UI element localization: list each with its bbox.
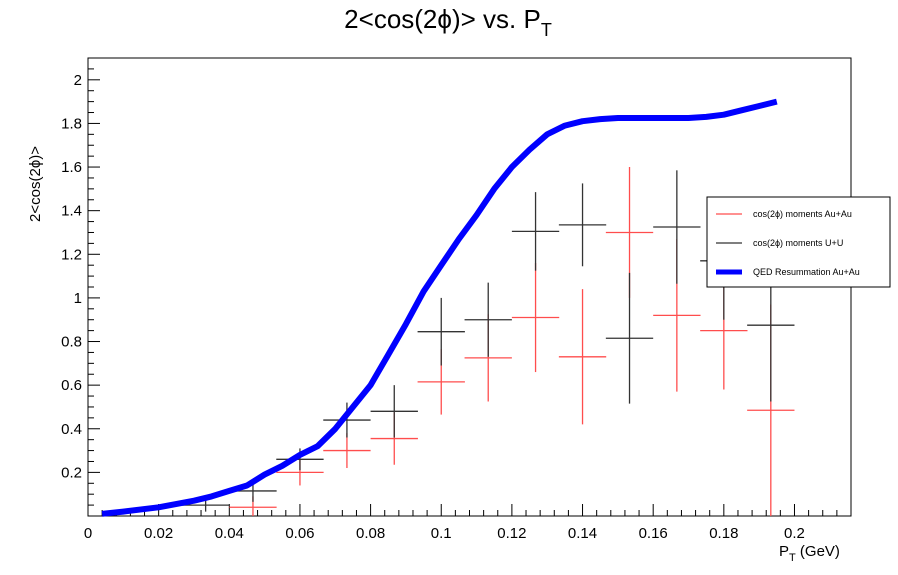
legend-label-auau: cos(2ϕ) moments Au+Au (753, 209, 852, 219)
y-tick-label: 1.6 (61, 159, 82, 176)
x-tick-label: 0.02 (144, 525, 173, 542)
chart-title: 2<cos(2ϕ)> vs. PT (344, 4, 552, 40)
y-tick-label: 1.4 (61, 203, 82, 220)
y-axis: 0.2 0.4 0.6 0.8 1 1.2 1.4 1.6 1.8 2 (61, 68, 100, 506)
x-tick-label: 0.06 (285, 525, 314, 542)
y-tick-label: 1.8 (61, 115, 82, 132)
x-axis-label: PT (GeV) (779, 543, 840, 564)
x-axis: 0 0.02 0.04 0.06 0.08 0.1 0.12 0.14 0.16 0.18 0.2 (84, 504, 838, 542)
x-tick-label: 0.12 (497, 525, 526, 542)
data-point-uu (558, 183, 607, 267)
x-tick-label: 0.2 (784, 525, 805, 542)
x-tick-label: 0.04 (215, 525, 244, 542)
x-tick-label: 0 (84, 525, 92, 542)
data-point-auau (323, 433, 371, 469)
series-qed (101, 98, 778, 517)
x-tick-label: 0.1 (431, 525, 452, 542)
data-point-uu (653, 170, 701, 284)
y-tick-label: 1.2 (61, 246, 82, 263)
series-uu (181, 170, 795, 512)
data-point-uu (417, 297, 465, 366)
y-tick-label: 0.2 (61, 464, 82, 481)
y-tick-label: 0.8 (61, 334, 82, 351)
y-axis-label: 2<cos(2ϕ)> (27, 146, 44, 222)
y-tick-label: 0.6 (61, 377, 82, 394)
x-tick-label: 0.18 (709, 525, 738, 542)
data-point-auau (511, 263, 560, 373)
x-tick-label: 0.16 (639, 525, 668, 542)
qed-curve (101, 98, 778, 517)
data-point-uu (464, 282, 512, 357)
y-tick-label: 1 (74, 290, 82, 307)
legend-label-uu: cos(2ϕ) moments U+U (753, 238, 843, 248)
data-point-uu (605, 272, 654, 404)
data-point-uu (323, 402, 371, 438)
y-tick-label: 2 (74, 72, 82, 89)
x-tick-label: 0.08 (356, 525, 385, 542)
data-point-auau (558, 289, 607, 425)
data-point-uu (511, 192, 560, 271)
legend-label-qed: QED Resummation Au+Au (753, 267, 860, 277)
x-tick-label: 0.14 (568, 525, 597, 542)
data-point-uu (370, 385, 418, 438)
y-tick-label: 0.4 (61, 421, 82, 438)
legend: cos(2ϕ) moments Au+Au cos(2ϕ) moments U+… (706, 196, 891, 288)
